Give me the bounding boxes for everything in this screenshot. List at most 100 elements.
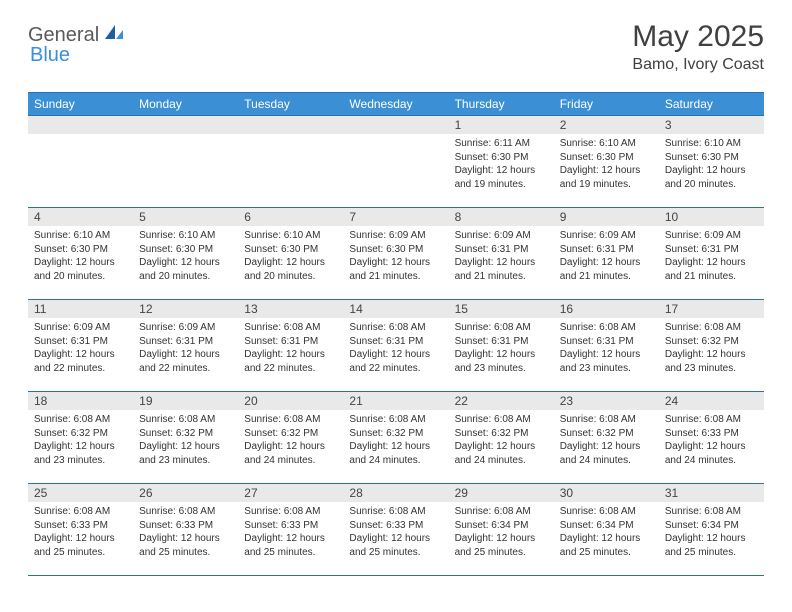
day-number: 19	[133, 392, 238, 410]
calendar-day-cell: 2Sunrise: 6:10 AMSunset: 6:30 PMDaylight…	[554, 116, 659, 208]
daylight-line: Daylight: 12 hours and 21 minutes.	[560, 256, 653, 283]
day-content: Sunrise: 6:08 AMSunset: 6:32 PMDaylight:…	[659, 318, 764, 379]
day-content: Sunrise: 6:08 AMSunset: 6:32 PMDaylight:…	[133, 410, 238, 471]
day-content: Sunrise: 6:08 AMSunset: 6:31 PMDaylight:…	[238, 318, 343, 379]
logo-sail-icon	[103, 23, 125, 46]
sunrise-line: Sunrise: 6:08 AM	[560, 321, 653, 335]
sunset-line: Sunset: 6:32 PM	[244, 427, 337, 441]
daylight-line: Daylight: 12 hours and 24 minutes.	[244, 440, 337, 467]
calendar-day-cell	[343, 116, 448, 208]
sunrise-line: Sunrise: 6:08 AM	[349, 321, 442, 335]
day-content: Sunrise: 6:08 AMSunset: 6:34 PMDaylight:…	[554, 502, 659, 563]
calendar-day-cell: 15Sunrise: 6:08 AMSunset: 6:31 PMDayligh…	[449, 300, 554, 392]
calendar-body: 1Sunrise: 6:11 AMSunset: 6:30 PMDaylight…	[28, 116, 764, 576]
sunrise-line: Sunrise: 6:08 AM	[244, 413, 337, 427]
calendar-day-cell: 24Sunrise: 6:08 AMSunset: 6:33 PMDayligh…	[659, 392, 764, 484]
calendar-day-cell: 30Sunrise: 6:08 AMSunset: 6:34 PMDayligh…	[554, 484, 659, 576]
sunset-line: Sunset: 6:33 PM	[244, 519, 337, 533]
weekday-header: Monday	[133, 93, 238, 116]
weekday-header: Tuesday	[238, 93, 343, 116]
sunset-line: Sunset: 6:31 PM	[665, 243, 758, 257]
day-content: Sunrise: 6:08 AMSunset: 6:32 PMDaylight:…	[28, 410, 133, 471]
sunset-line: Sunset: 6:31 PM	[349, 335, 442, 349]
day-number: 31	[659, 484, 764, 502]
daylight-line: Daylight: 12 hours and 23 minutes.	[560, 348, 653, 375]
calendar-day-cell: 6Sunrise: 6:10 AMSunset: 6:30 PMDaylight…	[238, 208, 343, 300]
day-number: 8	[449, 208, 554, 226]
daylight-line: Daylight: 12 hours and 25 minutes.	[139, 532, 232, 559]
day-content: Sunrise: 6:09 AMSunset: 6:31 PMDaylight:…	[28, 318, 133, 379]
calendar-day-cell: 11Sunrise: 6:09 AMSunset: 6:31 PMDayligh…	[28, 300, 133, 392]
sunset-line: Sunset: 6:34 PM	[665, 519, 758, 533]
sunrise-line: Sunrise: 6:08 AM	[34, 505, 127, 519]
sunrise-line: Sunrise: 6:08 AM	[665, 413, 758, 427]
day-content: Sunrise: 6:10 AMSunset: 6:30 PMDaylight:…	[28, 226, 133, 287]
calendar-day-cell	[28, 116, 133, 208]
day-number: 29	[449, 484, 554, 502]
daylight-line: Daylight: 12 hours and 21 minutes.	[665, 256, 758, 283]
day-number: 15	[449, 300, 554, 318]
daylight-line: Daylight: 12 hours and 20 minutes.	[34, 256, 127, 283]
sunset-line: Sunset: 6:32 PM	[665, 335, 758, 349]
calendar-week-row: 18Sunrise: 6:08 AMSunset: 6:32 PMDayligh…	[28, 392, 764, 484]
day-content: Sunrise: 6:09 AMSunset: 6:31 PMDaylight:…	[659, 226, 764, 287]
sunset-line: Sunset: 6:30 PM	[139, 243, 232, 257]
day-content: Sunrise: 6:08 AMSunset: 6:34 PMDaylight:…	[659, 502, 764, 563]
weekday-header: Sunday	[28, 93, 133, 116]
daylight-line: Daylight: 12 hours and 24 minutes.	[560, 440, 653, 467]
day-number: 22	[449, 392, 554, 410]
sunrise-line: Sunrise: 6:08 AM	[455, 321, 548, 335]
sunrise-line: Sunrise: 6:09 AM	[139, 321, 232, 335]
sunset-line: Sunset: 6:33 PM	[665, 427, 758, 441]
calendar-day-cell: 5Sunrise: 6:10 AMSunset: 6:30 PMDaylight…	[133, 208, 238, 300]
daylight-line: Daylight: 12 hours and 25 minutes.	[244, 532, 337, 559]
day-number: 26	[133, 484, 238, 502]
calendar-day-cell: 13Sunrise: 6:08 AMSunset: 6:31 PMDayligh…	[238, 300, 343, 392]
day-content: Sunrise: 6:09 AMSunset: 6:31 PMDaylight:…	[554, 226, 659, 287]
day-number: 12	[133, 300, 238, 318]
daylight-line: Daylight: 12 hours and 25 minutes.	[665, 532, 758, 559]
day-content: Sunrise: 6:09 AMSunset: 6:31 PMDaylight:…	[133, 318, 238, 379]
sunrise-line: Sunrise: 6:08 AM	[455, 413, 548, 427]
day-number: 18	[28, 392, 133, 410]
sunset-line: Sunset: 6:30 PM	[665, 151, 758, 165]
day-content: Sunrise: 6:08 AMSunset: 6:32 PMDaylight:…	[449, 410, 554, 471]
day-content: Sunrise: 6:08 AMSunset: 6:32 PMDaylight:…	[238, 410, 343, 471]
sunrise-line: Sunrise: 6:08 AM	[34, 413, 127, 427]
sunrise-line: Sunrise: 6:09 AM	[665, 229, 758, 243]
sunrise-line: Sunrise: 6:11 AM	[455, 137, 548, 151]
daylight-line: Daylight: 12 hours and 23 minutes.	[139, 440, 232, 467]
daylight-line: Daylight: 12 hours and 24 minutes.	[349, 440, 442, 467]
sunset-line: Sunset: 6:30 PM	[349, 243, 442, 257]
day-content: Sunrise: 6:10 AMSunset: 6:30 PMDaylight:…	[133, 226, 238, 287]
daylight-line: Daylight: 12 hours and 23 minutes.	[34, 440, 127, 467]
sunset-line: Sunset: 6:31 PM	[560, 335, 653, 349]
daylight-line: Daylight: 12 hours and 23 minutes.	[665, 348, 758, 375]
day-number: 4	[28, 208, 133, 226]
sunrise-line: Sunrise: 6:08 AM	[349, 505, 442, 519]
sunset-line: Sunset: 6:31 PM	[34, 335, 127, 349]
sunset-line: Sunset: 6:30 PM	[560, 151, 653, 165]
daylight-line: Daylight: 12 hours and 25 minutes.	[349, 532, 442, 559]
daylight-line: Daylight: 12 hours and 21 minutes.	[455, 256, 548, 283]
calendar-day-cell: 21Sunrise: 6:08 AMSunset: 6:32 PMDayligh…	[343, 392, 448, 484]
sunset-line: Sunset: 6:34 PM	[455, 519, 548, 533]
sunset-line: Sunset: 6:34 PM	[560, 519, 653, 533]
day-number: 10	[659, 208, 764, 226]
sunrise-line: Sunrise: 6:10 AM	[34, 229, 127, 243]
daylight-line: Daylight: 12 hours and 19 minutes.	[455, 164, 548, 191]
daylight-line: Daylight: 12 hours and 25 minutes.	[455, 532, 548, 559]
sunset-line: Sunset: 6:30 PM	[34, 243, 127, 257]
day-number: 30	[554, 484, 659, 502]
sunrise-line: Sunrise: 6:10 AM	[665, 137, 758, 151]
daylight-line: Daylight: 12 hours and 24 minutes.	[665, 440, 758, 467]
logo-text-blue: Blue	[30, 44, 70, 66]
day-number: 17	[659, 300, 764, 318]
sunrise-line: Sunrise: 6:09 AM	[560, 229, 653, 243]
daylight-line: Daylight: 12 hours and 21 minutes.	[349, 256, 442, 283]
sunrise-line: Sunrise: 6:08 AM	[349, 413, 442, 427]
calendar-day-cell: 31Sunrise: 6:08 AMSunset: 6:34 PMDayligh…	[659, 484, 764, 576]
sunset-line: Sunset: 6:33 PM	[349, 519, 442, 533]
weekday-header-row: SundayMondayTuesdayWednesdayThursdayFrid…	[28, 93, 764, 116]
calendar-day-cell: 9Sunrise: 6:09 AMSunset: 6:31 PMDaylight…	[554, 208, 659, 300]
